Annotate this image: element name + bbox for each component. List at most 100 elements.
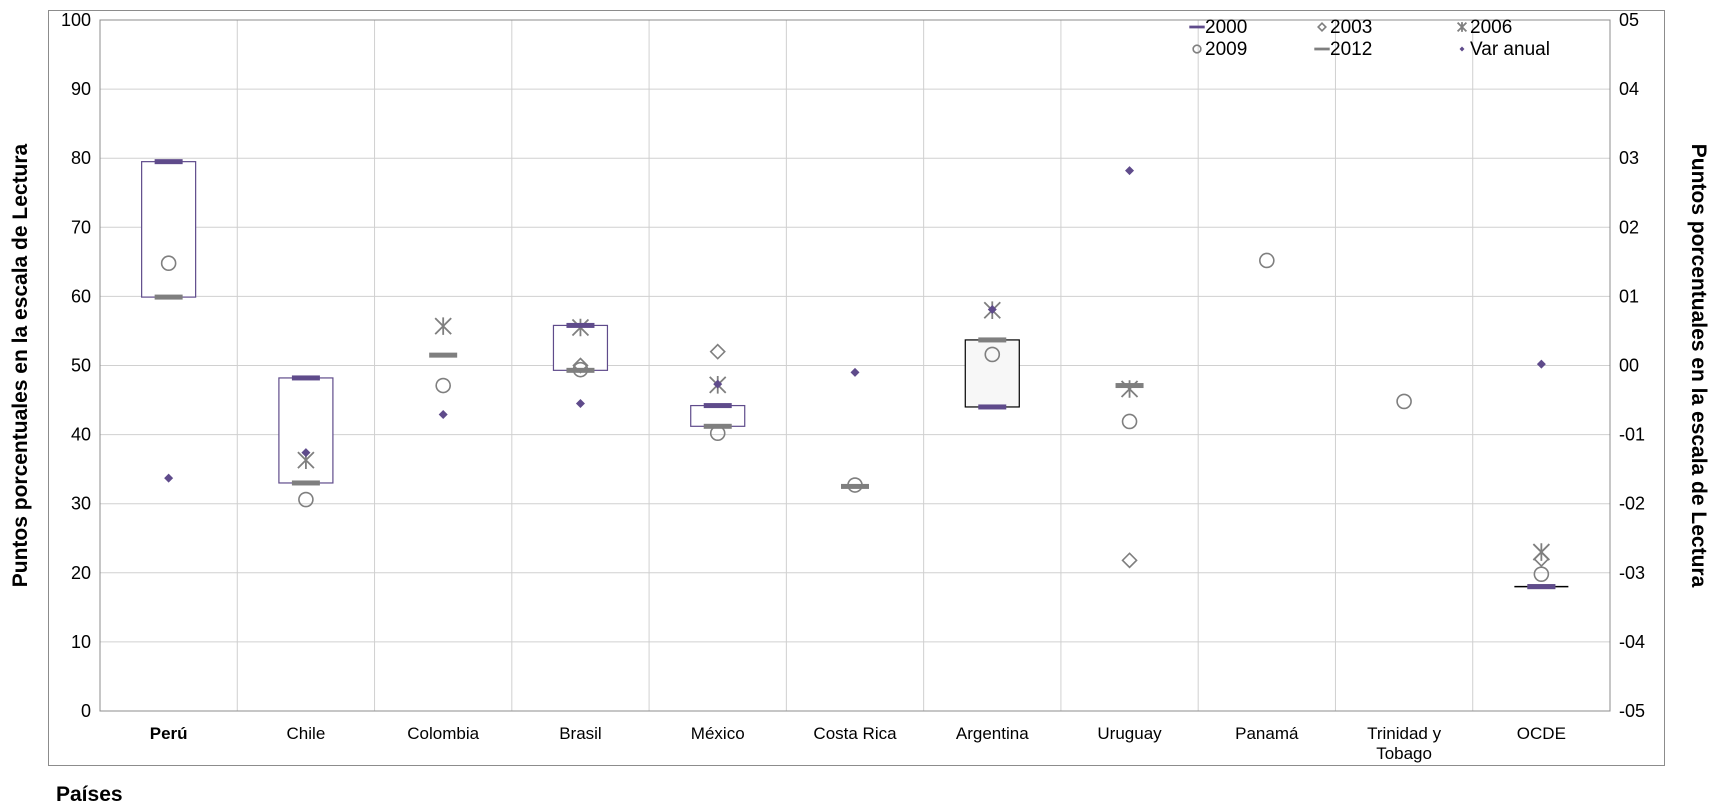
point-2000-chile bbox=[291, 375, 320, 381]
point-var-anual-chile bbox=[301, 448, 311, 458]
point-2012-colombia bbox=[429, 352, 458, 358]
y-tick-label-left: 70 bbox=[71, 217, 91, 237]
x-axis-title: Países bbox=[56, 783, 123, 806]
x-axis: Perú Chile Colombia Brasil México Costa Rica A… bbox=[150, 724, 1566, 763]
y-tick-label-right: -05 bbox=[1619, 701, 1645, 721]
legend-item-var-anual: Var anual bbox=[1459, 39, 1550, 60]
legend-marker-2009 bbox=[1192, 44, 1202, 54]
point-2012-chile bbox=[291, 480, 320, 486]
point-2003-uruguay bbox=[1121, 552, 1138, 569]
point-2009-trinidad-y-tobago bbox=[1396, 393, 1412, 410]
point-2000-mexico bbox=[703, 403, 732, 409]
point-2012-mexico bbox=[703, 423, 732, 429]
y-tick-label-left: 0 bbox=[81, 701, 91, 721]
y-tick-label-left: 30 bbox=[71, 494, 91, 514]
box-argentina bbox=[964, 339, 1020, 408]
point-2009-peru bbox=[160, 255, 177, 272]
legend: 2000 2003 2006 2009 2012 Var anual bbox=[1189, 17, 1550, 60]
x-tick-label-brasil: Brasil bbox=[559, 724, 602, 743]
x-tick-label-ocde: OCDE bbox=[1517, 724, 1566, 743]
box-peru bbox=[141, 161, 197, 298]
y-tick-label-right: -01 bbox=[1619, 425, 1645, 445]
y-tick-label-right: -03 bbox=[1619, 563, 1645, 583]
x-tick-label-mexico: México bbox=[691, 724, 745, 743]
chart-frame bbox=[48, 10, 1665, 766]
x-tick-label-peru: Perú bbox=[150, 724, 188, 743]
point-var-anual-argentina bbox=[987, 305, 997, 315]
box-mexico bbox=[690, 404, 746, 427]
legend-item-2006: 2006 bbox=[1456, 17, 1512, 38]
legend-item-2003: 2003 bbox=[1317, 17, 1372, 38]
y-tick-label-left: 20 bbox=[71, 563, 91, 583]
y-axis-left: 0 10 20 30 40 50 60 70 80 90 100 bbox=[61, 10, 91, 721]
y-tick-label-left: 90 bbox=[71, 79, 91, 99]
x-tick-label-argentina: Argentina bbox=[956, 724, 1029, 743]
y-tick-label-left: 100 bbox=[61, 10, 91, 30]
x-tick-label-chile: Chile bbox=[287, 724, 326, 743]
point-2000-ocde bbox=[1527, 584, 1556, 590]
y-axis-right-title: Puntos porcentuales en la escala de Lect… bbox=[1687, 144, 1710, 588]
x-tick-label-costa-rica: Costa Rica bbox=[813, 724, 897, 743]
legend-item-2000: 2000 bbox=[1189, 17, 1247, 38]
legend-marker-var-anual bbox=[1459, 46, 1465, 52]
legend-marker-2012 bbox=[1314, 47, 1330, 51]
point-2009-argentina bbox=[984, 346, 1001, 363]
legend-label-2009: 2009 bbox=[1205, 39, 1247, 60]
x-tick-label-trinidad-y-tobago: Trinidad y bbox=[1367, 724, 1442, 743]
y-tick-label-right: 01 bbox=[1619, 286, 1639, 306]
x-tick-label-panama: Panamá bbox=[1235, 724, 1299, 743]
y-tick-label-right: 02 bbox=[1619, 217, 1639, 237]
point-2006-colombia bbox=[434, 317, 452, 335]
y-axis-right: -05 -04 -03 -02 -01 00 01 02 03 04 05 bbox=[1619, 10, 1645, 721]
point-2012-brasil bbox=[566, 367, 595, 373]
point-2006-ocde bbox=[1532, 543, 1550, 561]
point-2009-chile bbox=[298, 491, 314, 508]
point-var-anual-costa-rica bbox=[850, 367, 860, 377]
legend-label-2003: 2003 bbox=[1330, 17, 1372, 38]
point-var-anual-peru bbox=[164, 473, 174, 483]
point-var-anual-colombia bbox=[438, 410, 448, 420]
x-tick-label-trinidad-y-tobago: Tobago bbox=[1376, 744, 1432, 763]
point-2012-argentina bbox=[978, 337, 1007, 343]
x-tick-label-uruguay: Uruguay bbox=[1097, 724, 1162, 743]
point-2012-uruguay bbox=[1115, 383, 1144, 389]
y-tick-label-right: 04 bbox=[1619, 79, 1639, 99]
y-tick-label-right: 00 bbox=[1619, 356, 1639, 376]
y-tick-label-left: 60 bbox=[71, 286, 91, 306]
point-2009-ocde bbox=[1533, 566, 1550, 582]
legend-marker-2003 bbox=[1317, 22, 1327, 32]
y-tick-label-right: 03 bbox=[1619, 148, 1639, 168]
legend-item-2009: 2009 bbox=[1192, 39, 1247, 60]
point-2012-costa-rica bbox=[841, 483, 869, 489]
marker-layer bbox=[154, 159, 1556, 590]
point-2000-peru bbox=[154, 159, 183, 165]
y-tick-label-left: 50 bbox=[71, 356, 91, 376]
y-axis-left-title: Puntos porcentuales en la escala de Lect… bbox=[9, 143, 32, 587]
point-2003-mexico bbox=[709, 343, 726, 360]
grid-layer bbox=[100, 20, 1610, 711]
point-2012-peru bbox=[154, 294, 183, 300]
legend-marker-2006 bbox=[1456, 21, 1468, 33]
y-tick-label-left: 10 bbox=[71, 632, 91, 652]
y-tick-label-right: -02 bbox=[1619, 494, 1645, 514]
point-2009-colombia bbox=[435, 377, 451, 394]
legend-label-2006: 2006 bbox=[1470, 17, 1512, 38]
y-tick-label-left: 40 bbox=[71, 425, 91, 445]
box-layer bbox=[141, 161, 1569, 588]
y-tick-label-right: 05 bbox=[1619, 10, 1639, 30]
point-2006-uruguay bbox=[1120, 380, 1139, 398]
legend-label-2012: 2012 bbox=[1330, 39, 1372, 60]
x-tick-label-colombia: Colombia bbox=[407, 724, 479, 743]
plot-area bbox=[99, 19, 1611, 712]
y-tick-label-left: 80 bbox=[71, 148, 91, 168]
point-var-anual-brasil bbox=[575, 399, 585, 409]
legend-item-2012: 2012 bbox=[1314, 39, 1372, 60]
point-var-anual-mexico bbox=[713, 379, 723, 389]
legend-label-var-anual: Var anual bbox=[1470, 39, 1550, 60]
point-2009-panama bbox=[1259, 252, 1275, 269]
point-var-anual-ocde bbox=[1536, 359, 1546, 369]
y-tick-label-right: -04 bbox=[1619, 632, 1645, 652]
point-2000-brasil bbox=[566, 322, 595, 328]
legend-marker-2000 bbox=[1189, 25, 1205, 29]
